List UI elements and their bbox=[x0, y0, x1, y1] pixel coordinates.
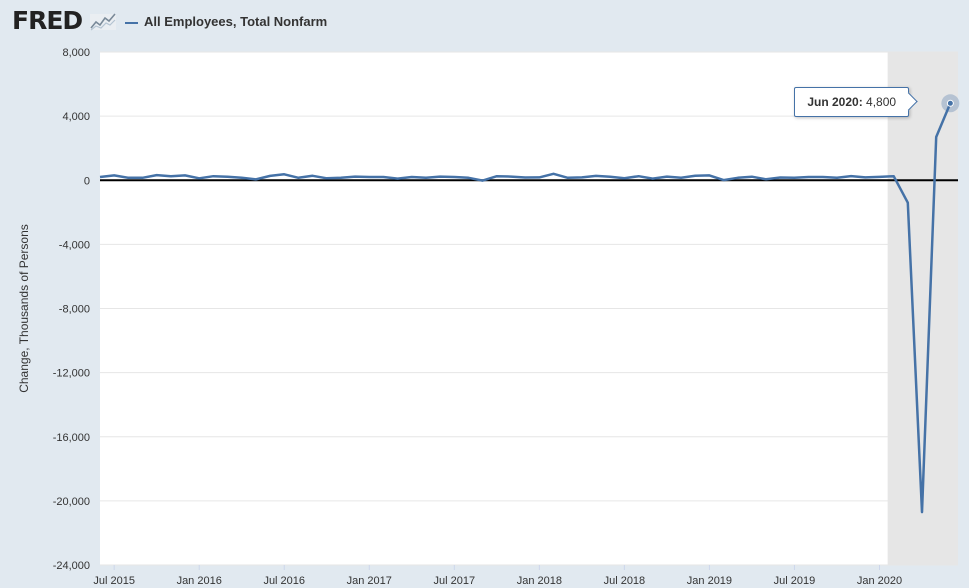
x-tick-label: Jul 2019 bbox=[774, 575, 816, 587]
y-tick-label: -16,000 bbox=[53, 432, 90, 444]
x-tick-label: Jan 2020 bbox=[857, 575, 902, 587]
x-tick-label: Jul 2018 bbox=[604, 575, 646, 587]
chart-header: FRED All Employees, Total Nonfarm bbox=[0, 0, 969, 50]
y-axis: 8,000 4,000 0 -4,000 -8,000 -12,000 -16,000 -20… bbox=[53, 47, 90, 572]
tooltip-value: 4,800 bbox=[866, 95, 897, 110]
y-tick-label: -8,000 bbox=[59, 304, 90, 316]
y-tick-label: 0 bbox=[84, 175, 90, 187]
x-axis: Jul 2015 Jan 2016 Jul 2016 Jan 2017 Jul 2017… bbox=[93, 565, 902, 587]
x-tick-label: Jan 2016 bbox=[177, 575, 222, 587]
x-tick-label: Jan 2018 bbox=[517, 575, 562, 587]
legend-swatch bbox=[125, 22, 138, 24]
fred-logo[interactable]: FRED bbox=[12, 6, 83, 35]
series-line[interactable] bbox=[99, 102, 952, 514]
y-tick-label: -24,000 bbox=[53, 560, 90, 572]
y-tick-label: -20,000 bbox=[53, 496, 90, 508]
x-tick-label: Jan 2019 bbox=[687, 575, 732, 587]
y-axis-label: Change, Thousands of Persons bbox=[17, 224, 31, 393]
fred-chart-icon bbox=[90, 13, 116, 31]
y-tick-label: 8,000 bbox=[62, 47, 90, 59]
x-tick-label: Jul 2017 bbox=[434, 575, 476, 587]
y-tick-label: -12,000 bbox=[53, 368, 90, 380]
tooltip: Jun 2020: 4,800 bbox=[794, 87, 918, 118]
hover-point[interactable] bbox=[946, 99, 954, 107]
legend-series-label: All Employees, Total Nonfarm bbox=[144, 14, 328, 29]
x-tick-label: Jul 2016 bbox=[263, 575, 305, 587]
tooltip-date: Jun 2020: bbox=[807, 95, 863, 110]
x-tick-label: Jan 2017 bbox=[347, 575, 392, 587]
y-tick-label: 4,000 bbox=[62, 111, 90, 123]
y-tick-label: -4,000 bbox=[59, 239, 90, 251]
x-tick-label: Jul 2015 bbox=[93, 575, 135, 587]
